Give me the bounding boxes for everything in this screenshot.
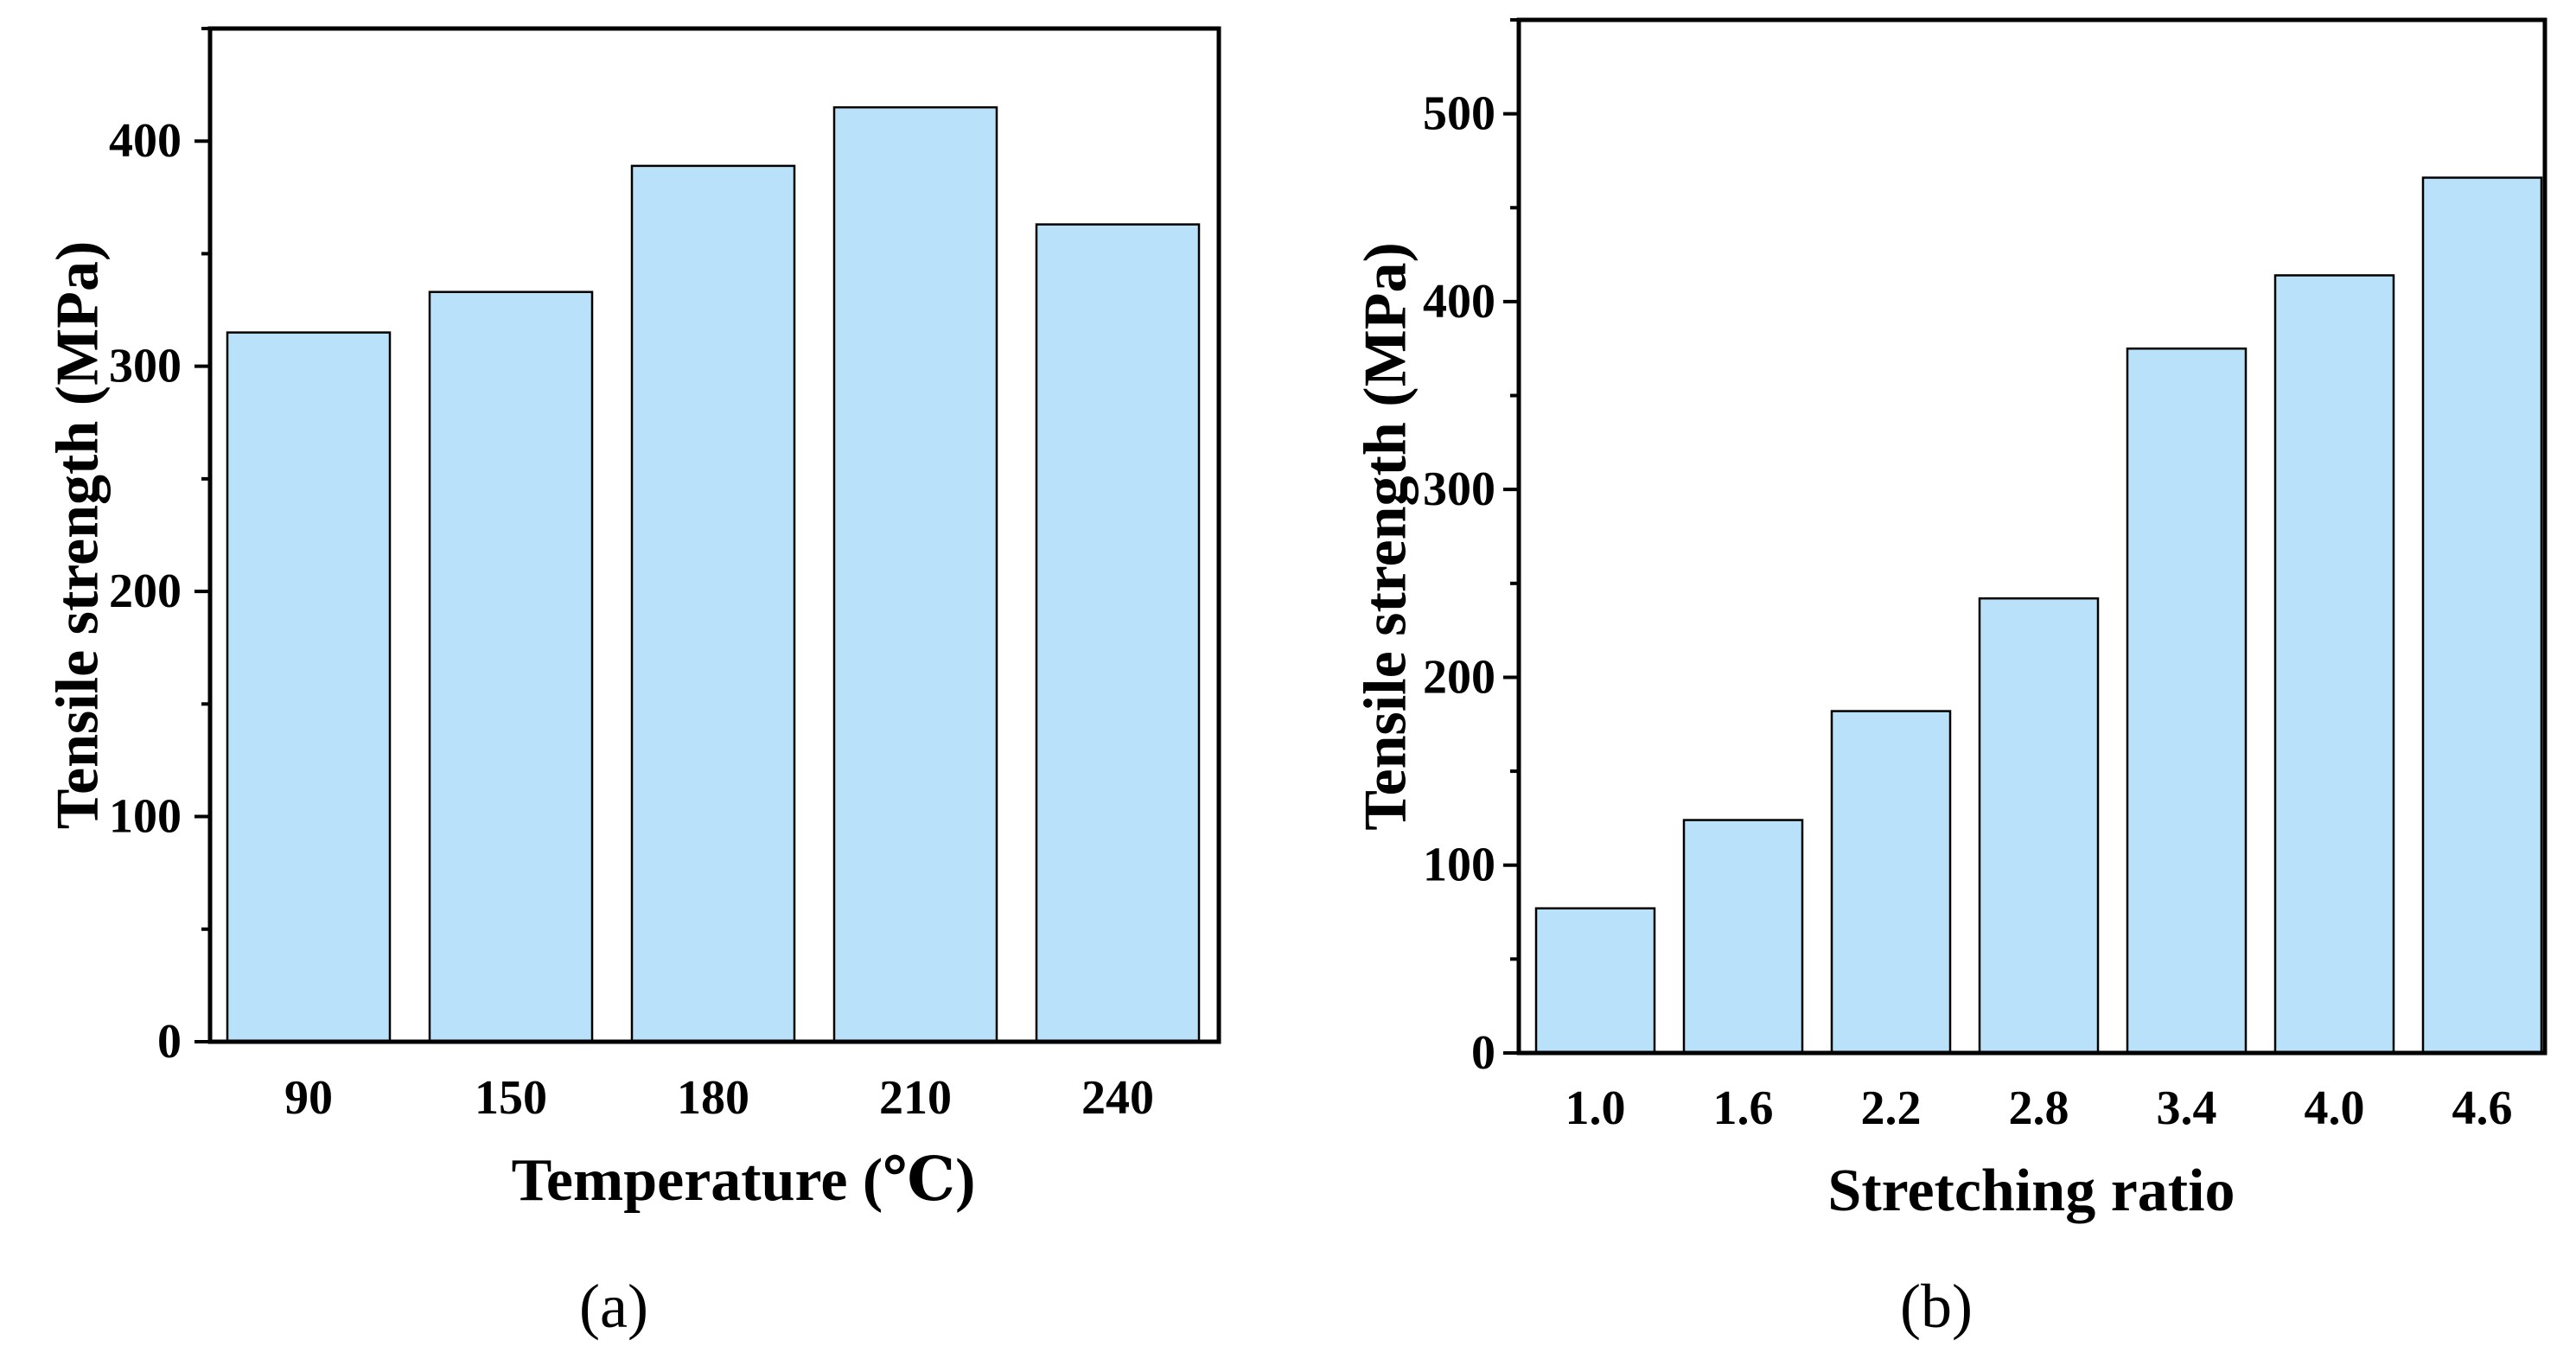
bar-4.6 xyxy=(2421,176,2543,1055)
plot-frame-a xyxy=(207,26,1221,1044)
y-ticks-b: 0 100 200 300 400 500 xyxy=(1423,18,1519,1080)
y-tick-label: 400 xyxy=(1423,275,1495,329)
y-tick-label: 0 xyxy=(157,1015,182,1069)
x-tick-label-4.0: 4.0 xyxy=(2305,1081,2365,1135)
x-axis-title-a: Temperature (℃) xyxy=(512,1147,976,1214)
x-tick-label-210: 210 xyxy=(879,1071,952,1125)
y-tick-label: 400 xyxy=(109,114,182,168)
panel-label-a: (a) xyxy=(579,1272,648,1341)
bar-3.4 xyxy=(2126,347,2248,1055)
chart-panel-a: 0 100 200 300 400 90 150 180 210 240 Tensile str… xyxy=(45,26,1221,1341)
bar-180 xyxy=(630,164,796,1043)
bar-1.6 xyxy=(1682,819,1804,1055)
plot-frame-b xyxy=(1516,17,2547,1056)
y-tick-label: 500 xyxy=(1423,87,1495,141)
y-tick-label: 200 xyxy=(109,565,182,618)
bar-240 xyxy=(1035,223,1201,1043)
bar-1.0 xyxy=(1534,907,1656,1055)
y-tick-label: 300 xyxy=(109,340,182,393)
x-ticks-a: 90 150 180 210 240 xyxy=(284,1071,1154,1125)
y-tick-label: 0 xyxy=(1471,1026,1495,1080)
y-tick-label: 200 xyxy=(1423,650,1495,704)
bar-4.0 xyxy=(2273,274,2395,1055)
x-tick-label-2.8: 2.8 xyxy=(2009,1081,2069,1135)
x-tick-label-90: 90 xyxy=(284,1071,333,1125)
y-axis-title-b: Tensile strength (MPa) xyxy=(1353,242,1419,831)
bars-b xyxy=(1534,176,2543,1055)
y-tick-label: 100 xyxy=(109,790,182,844)
x-ticks-b: 1.0 1.6 2.2 2.8 3.4 4.0 4.6 xyxy=(1565,1081,2513,1135)
x-tick-label-1.6: 1.6 xyxy=(1713,1081,1774,1135)
bar-90 xyxy=(226,331,392,1043)
x-axis-title-b: Stretching ratio xyxy=(1827,1158,2235,1224)
y-ticks-a: 0 100 200 300 400 xyxy=(109,27,210,1069)
y-tick-label: 300 xyxy=(1423,463,1495,516)
x-tick-label-2.2: 2.2 xyxy=(1861,1081,1922,1135)
bar-150 xyxy=(428,290,594,1043)
x-tick-label-240: 240 xyxy=(1081,1071,1154,1125)
panel-label-b: (b) xyxy=(1900,1272,1973,1341)
x-tick-label-150: 150 xyxy=(475,1071,547,1125)
bar-2.8 xyxy=(1978,597,2100,1055)
bar-2.2 xyxy=(1830,710,1952,1055)
bar-210 xyxy=(832,105,998,1043)
chart-panel-b: 0 100 200 300 400 500 1.0 1.6 2.2 2.8 3.4 4.0 4.6 T… xyxy=(1353,17,2547,1341)
y-axis-title-a: Tensile strength (MPa) xyxy=(45,241,112,830)
x-tick-label-180: 180 xyxy=(677,1071,749,1125)
x-tick-label-1.0: 1.0 xyxy=(1565,1081,1626,1135)
bars-a xyxy=(226,105,1201,1043)
x-tick-label-4.6: 4.6 xyxy=(2452,1081,2513,1135)
y-tick-label: 100 xyxy=(1423,839,1495,892)
x-tick-label-3.4: 3.4 xyxy=(2157,1081,2217,1135)
